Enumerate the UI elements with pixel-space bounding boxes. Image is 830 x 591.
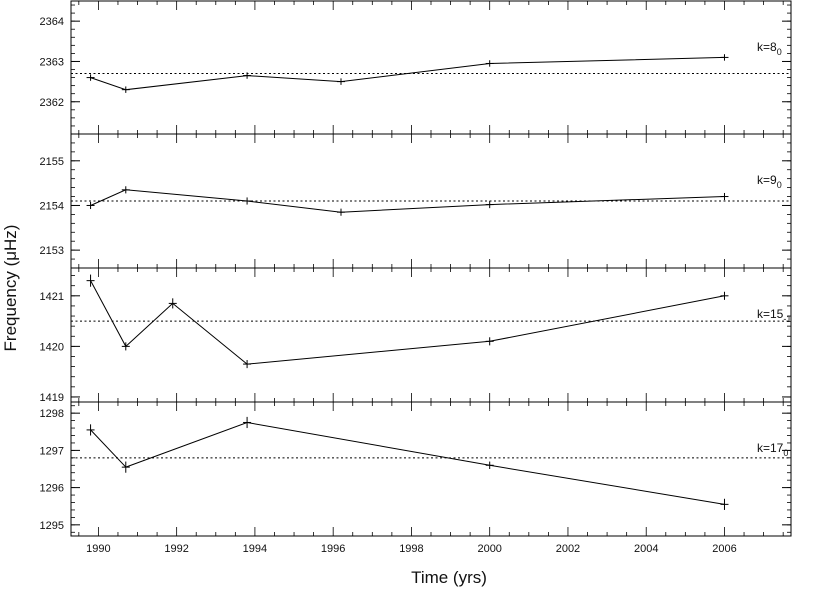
series-label-subscript: 0 — [777, 180, 782, 190]
y-tick-label: 1295 — [40, 520, 64, 532]
x-tick-label: 2004 — [634, 543, 658, 555]
y-tick-label: 2155 — [40, 156, 64, 168]
panels-layer: 236223632364k=80215321542155k=9014191420… — [40, 0, 792, 555]
x-tick-label: 1998 — [399, 543, 423, 555]
y-tick-label: 2153 — [40, 245, 64, 257]
series-label-subscript: 0 — [783, 448, 788, 458]
series-line — [90, 280, 725, 365]
y-tick-label: 1421 — [40, 291, 64, 303]
series-label: k=80 — [757, 40, 782, 57]
series-line — [90, 56, 725, 91]
series-label: k=90 — [757, 173, 782, 190]
x-tick-label: 1992 — [164, 543, 188, 555]
y-tick-label: 2363 — [40, 56, 64, 68]
series-line — [90, 421, 725, 505]
series-label-main: k=8 — [757, 40, 777, 54]
panel-frame — [70, 0, 792, 135]
x-tick-label: 1994 — [243, 543, 267, 555]
y-axis-title: Frequency (μHz) — [1, 225, 20, 352]
y-tick-label: 1419 — [40, 392, 64, 404]
y-tick-label: 1298 — [40, 408, 64, 420]
panel-4: 1295 1296 1297 1298 k=170 — [40, 401, 792, 537]
panel-2: 2153 2154 2155 k=90 — [40, 133, 792, 269]
panel-1: 2362 2363 2364 k=80 — [40, 0, 792, 135]
series-label-main: k=15 — [757, 307, 784, 321]
series-label-main: k=17 — [757, 441, 784, 455]
y-tick-label: 1420 — [40, 341, 64, 353]
series-label-main: k=9 — [757, 173, 777, 187]
x-tick-label: 1996 — [321, 543, 345, 555]
series-label-subscript: 0 — [777, 47, 782, 57]
series-label: k=15-1 — [757, 307, 791, 324]
panel-frame — [70, 267, 792, 403]
x-tick-label: 2002 — [556, 543, 580, 555]
y-tick-label: 2364 — [40, 16, 64, 28]
panel-frame — [70, 401, 792, 537]
x-tick-label: 1990 — [86, 543, 110, 555]
series-label: k=170 — [757, 441, 788, 458]
y-tick-label: 2362 — [40, 97, 64, 109]
x-axis-title: Time (yrs) — [411, 568, 487, 587]
y-tick-label: 2154 — [40, 200, 64, 212]
x-tick-label: 2006 — [712, 543, 736, 555]
x-tick-label: 2000 — [477, 543, 501, 555]
series-line — [90, 189, 725, 213]
y-tick-label: 1297 — [40, 445, 64, 457]
series-label-subscript: -1 — [783, 314, 791, 324]
y-tick-label: 1296 — [40, 483, 64, 495]
panel-3: 1419 1420 1421 k=15-1 — [40, 267, 792, 404]
